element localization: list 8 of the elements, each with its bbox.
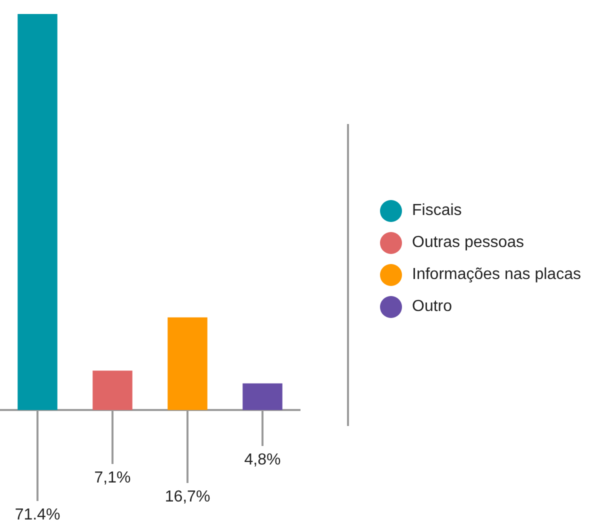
data-label: 4,8%	[244, 451, 281, 468]
legend-label: Fiscais	[412, 202, 462, 220]
data-label: 7,1%	[94, 469, 131, 486]
legend-label: Informações nas placas	[412, 266, 581, 284]
data-label: 16,7%	[164, 488, 210, 506]
legend-label: Outro	[412, 298, 452, 316]
legend-label: Outras pessoas	[412, 234, 524, 252]
data-label: 71.4%	[14, 506, 60, 522]
